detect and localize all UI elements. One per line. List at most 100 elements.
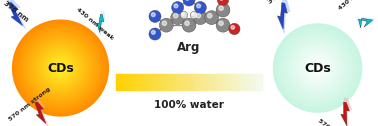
Circle shape — [310, 61, 325, 75]
Polygon shape — [340, 98, 352, 126]
Circle shape — [219, 6, 223, 10]
Bar — [116, 74, 118, 90]
Bar — [163, 74, 165, 90]
Text: 376 nm: 376 nm — [266, 0, 293, 5]
Bar — [213, 74, 215, 90]
Circle shape — [30, 37, 91, 99]
Circle shape — [278, 28, 357, 108]
Bar — [132, 74, 134, 90]
Circle shape — [315, 65, 320, 71]
Circle shape — [294, 45, 341, 91]
Circle shape — [293, 43, 342, 93]
Bar — [118, 74, 119, 90]
Bar — [162, 74, 163, 90]
Circle shape — [174, 13, 178, 18]
Bar — [246, 74, 248, 90]
Circle shape — [42, 50, 79, 86]
Circle shape — [50, 57, 71, 79]
Bar — [196, 74, 198, 90]
Circle shape — [57, 64, 64, 72]
Circle shape — [294, 44, 341, 92]
Circle shape — [280, 31, 355, 105]
Bar — [160, 74, 162, 90]
Circle shape — [183, 0, 195, 6]
Circle shape — [182, 13, 184, 15]
Circle shape — [306, 57, 329, 80]
Bar — [182, 74, 184, 90]
Circle shape — [54, 61, 67, 75]
Circle shape — [196, 13, 201, 18]
Bar — [130, 74, 132, 90]
Text: 570 nm strong: 570 nm strong — [317, 118, 361, 126]
Circle shape — [276, 27, 359, 109]
Bar — [172, 74, 174, 90]
Text: Arg: Arg — [177, 41, 201, 54]
Circle shape — [297, 48, 338, 88]
Bar — [226, 74, 227, 90]
Polygon shape — [96, 11, 106, 37]
Circle shape — [35, 42, 86, 94]
Polygon shape — [35, 102, 46, 123]
Circle shape — [19, 27, 102, 109]
Circle shape — [22, 30, 99, 106]
Bar — [251, 74, 253, 90]
Polygon shape — [8, 3, 23, 25]
Circle shape — [24, 32, 97, 104]
Circle shape — [26, 34, 95, 103]
Circle shape — [279, 29, 356, 107]
Circle shape — [174, 4, 178, 8]
Circle shape — [56, 63, 65, 73]
Bar — [178, 74, 180, 90]
Polygon shape — [356, 17, 377, 30]
Text: 430 nm weak: 430 nm weak — [75, 7, 114, 41]
Circle shape — [23, 31, 98, 105]
Bar — [224, 74, 226, 90]
Bar — [169, 74, 171, 90]
Bar — [222, 74, 224, 90]
Bar — [209, 74, 211, 90]
Circle shape — [282, 33, 353, 103]
Bar — [200, 74, 202, 90]
Bar — [185, 74, 187, 90]
Text: CDs: CDs — [304, 61, 331, 75]
Circle shape — [317, 67, 318, 69]
Circle shape — [37, 45, 84, 91]
Bar — [255, 74, 257, 90]
Bar — [180, 74, 182, 90]
Circle shape — [316, 66, 319, 70]
Bar — [242, 74, 244, 90]
Bar — [253, 74, 255, 90]
Circle shape — [310, 60, 325, 76]
Circle shape — [219, 21, 223, 25]
Polygon shape — [277, 3, 287, 29]
Bar — [207, 74, 209, 90]
Bar — [206, 74, 207, 90]
Bar — [127, 74, 129, 90]
Bar — [176, 74, 178, 90]
Bar — [138, 74, 140, 90]
Bar — [204, 74, 206, 90]
Circle shape — [17, 25, 104, 111]
Circle shape — [41, 49, 80, 87]
Circle shape — [43, 51, 78, 85]
Polygon shape — [34, 97, 49, 126]
Circle shape — [302, 53, 333, 83]
Circle shape — [229, 23, 240, 35]
Bar — [125, 74, 127, 90]
Circle shape — [51, 58, 70, 78]
Circle shape — [308, 58, 327, 78]
Circle shape — [296, 46, 339, 90]
Circle shape — [160, 18, 173, 32]
Bar — [167, 74, 169, 90]
Circle shape — [208, 13, 212, 18]
Text: 430 nm strong: 430 nm strong — [338, 0, 378, 11]
Circle shape — [27, 35, 94, 102]
Circle shape — [275, 26, 360, 110]
Circle shape — [19, 26, 102, 110]
Circle shape — [194, 2, 206, 14]
Circle shape — [304, 54, 332, 82]
Circle shape — [288, 39, 347, 97]
Text: 100% water: 100% water — [154, 100, 224, 110]
Circle shape — [283, 34, 352, 102]
Text: 376 nm: 376 nm — [2, 0, 29, 23]
